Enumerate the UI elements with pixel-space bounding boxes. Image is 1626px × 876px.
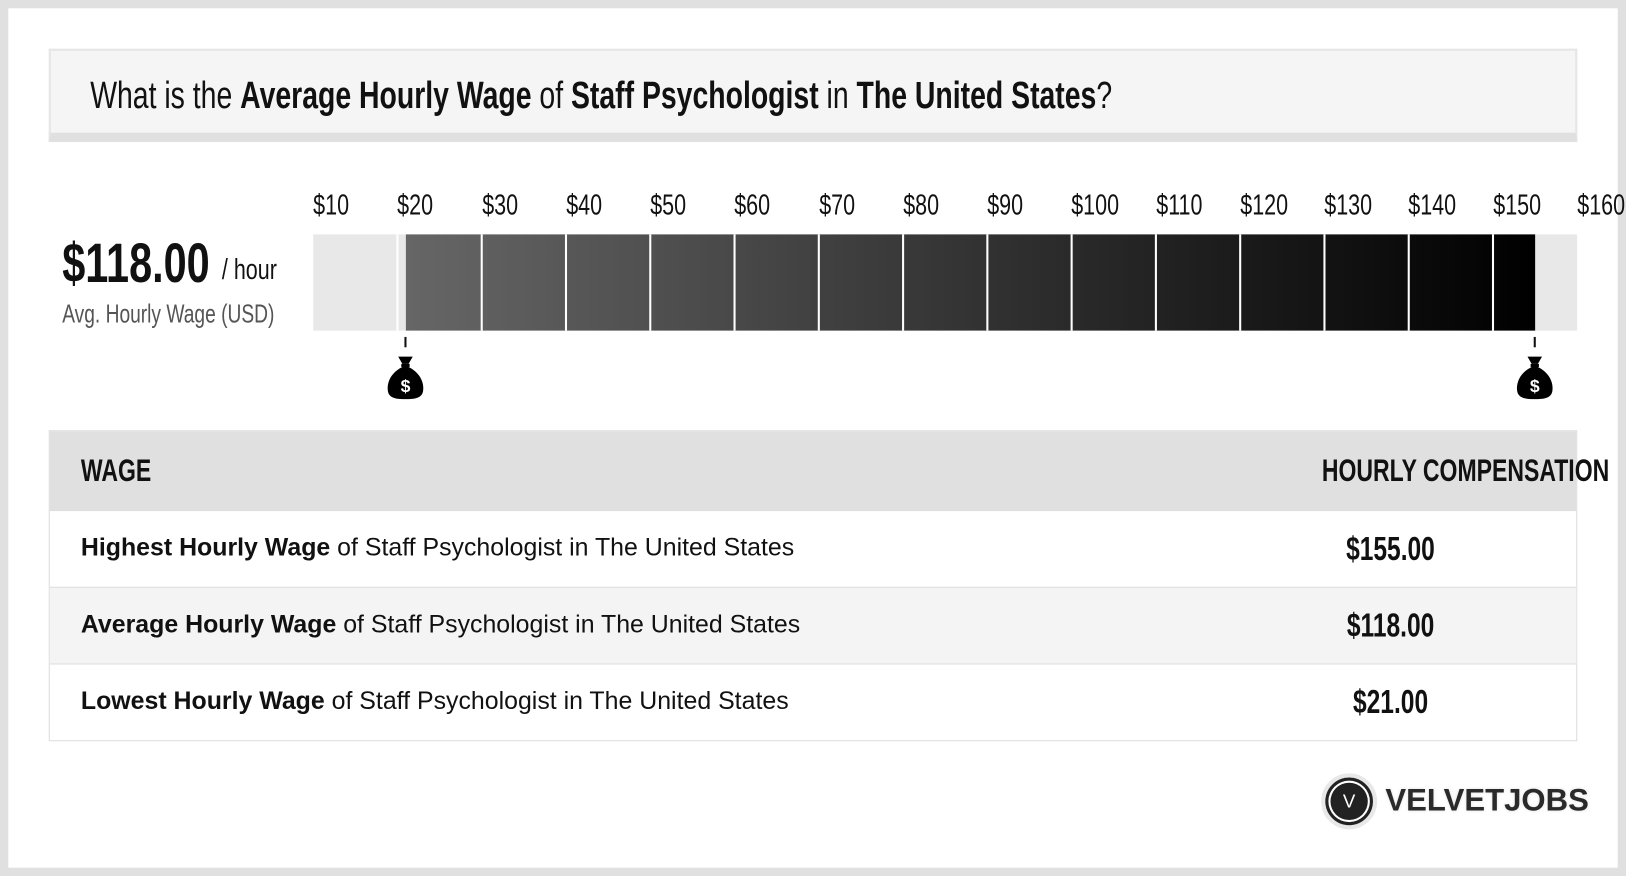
row-value-text: $21.00 — [1353, 683, 1429, 721]
tick-label: $80 — [903, 188, 939, 221]
tick-label: $120 — [1240, 188, 1288, 221]
tick-label: $60 — [734, 188, 771, 221]
logo-text: VELVETJOBS — [1385, 783, 1589, 818]
segment-divider — [649, 234, 652, 331]
segment-divider — [733, 234, 736, 331]
table-row: Lowest Hourly Wage of Staff Psychologist… — [49, 663, 1577, 740]
page-title: What is the Average Hourly Wage of Staff… — [90, 74, 1112, 118]
logo-mark-letter: V — [1342, 790, 1356, 812]
svg-text:$: $ — [401, 376, 411, 396]
segment-divider — [396, 234, 399, 331]
marker-tick — [1534, 336, 1537, 348]
row-label-rest: of Staff Psychologist in The United Stat… — [330, 533, 795, 562]
title-box: What is the Average Hourly Wage of Staff… — [48, 48, 1578, 143]
tick-label: $110 — [1155, 188, 1203, 221]
wage-table: WAGE HOURLY COMPENSATION Highest Hourly … — [48, 430, 1609, 742]
header-compensation: HOURLY COMPENSATION — [1271, 454, 1609, 489]
segment-divider — [1491, 234, 1495, 331]
title-bold: Average Hourly Wage — [240, 73, 532, 117]
segment-divider — [564, 234, 568, 331]
per-hour-unit: / hour — [221, 252, 277, 286]
row-label: Lowest Hourly Wage of Staff Psychologist… — [81, 687, 789, 716]
tick-label: $70 — [818, 188, 855, 221]
tick-label: $20 — [397, 188, 434, 221]
table-header: WAGE HOURLY COMPENSATION — [49, 431, 1609, 511]
money-bag-icon: $ — [1515, 355, 1554, 401]
tick-label: $10 — [313, 188, 350, 221]
tick-label: $140 — [1408, 188, 1457, 221]
tick-label: $100 — [1071, 188, 1120, 221]
wage-range-fill — [405, 234, 1536, 331]
marker-tick — [404, 336, 407, 348]
tick-label: $50 — [650, 188, 687, 221]
row-value: $118.00 — [1271, 606, 1510, 644]
row-label-bold: Average Hourly Wage — [80, 610, 337, 639]
title-text: What is the — [90, 73, 241, 117]
tick-label: $160+ — [1577, 188, 1626, 221]
segment-divider — [902, 234, 905, 331]
row-value-text: $155.00 — [1346, 529, 1435, 568]
row-value: $21.00 — [1271, 683, 1510, 721]
row-label: Average Hourly Wage of Staff Psychologis… — [81, 611, 800, 640]
header-compensation-text: HOURLY COMPENSATION — [1321, 454, 1610, 489]
row-label-bold: Lowest Hourly Wage — [80, 687, 325, 716]
svg-text:$: $ — [1530, 376, 1540, 396]
wage-range-bar — [313, 234, 1578, 331]
segment-divider — [1239, 234, 1242, 331]
segment-divider — [1323, 234, 1326, 331]
logo-mark-icon: V — [1321, 773, 1378, 830]
title-bold: The United States — [856, 73, 1097, 117]
row-value: $155.00 — [1271, 530, 1510, 568]
row-value-text: $118.00 — [1346, 606, 1435, 644]
header-wage: WAGE — [80, 454, 152, 489]
velvetjobs-logo[interactable]: V VELVETJOBS — [1321, 773, 1589, 830]
segment-divider — [1154, 234, 1157, 331]
money-bag-icon: $ — [386, 355, 425, 401]
tick-label: $30 — [481, 188, 518, 221]
average-wage-value: $118.00 — [62, 232, 210, 295]
segment-divider — [817, 234, 820, 331]
tick-label: $150 — [1492, 188, 1541, 221]
row-label: Highest Hourly Wage of Staff Psychologis… — [81, 534, 794, 563]
row-label-bold: Highest Hourly Wage — [80, 533, 331, 562]
segment-divider — [480, 234, 483, 331]
title-text: ? — [1096, 73, 1113, 117]
table-row: Average Hourly Wage of Staff Psychologis… — [49, 586, 1577, 664]
title-text: of — [531, 73, 571, 117]
title-bold: Staff Psychologist — [570, 73, 819, 117]
title-text: in — [818, 73, 857, 117]
average-wage-label: Avg. Hourly Wage (USD) — [62, 299, 275, 329]
tick-label: $40 — [565, 188, 602, 221]
tick-label: $130 — [1324, 188, 1373, 221]
segment-divider — [1407, 234, 1410, 331]
row-label-rest: of Staff Psychologist in The United Stat… — [336, 610, 801, 639]
tick-label: $90 — [987, 188, 1024, 221]
segment-divider — [986, 234, 989, 331]
table-row: Highest Hourly Wage of Staff Psychologis… — [49, 510, 1577, 587]
segment-divider — [1070, 234, 1073, 331]
row-label-rest: of Staff Psychologist in The United Stat… — [324, 687, 789, 716]
